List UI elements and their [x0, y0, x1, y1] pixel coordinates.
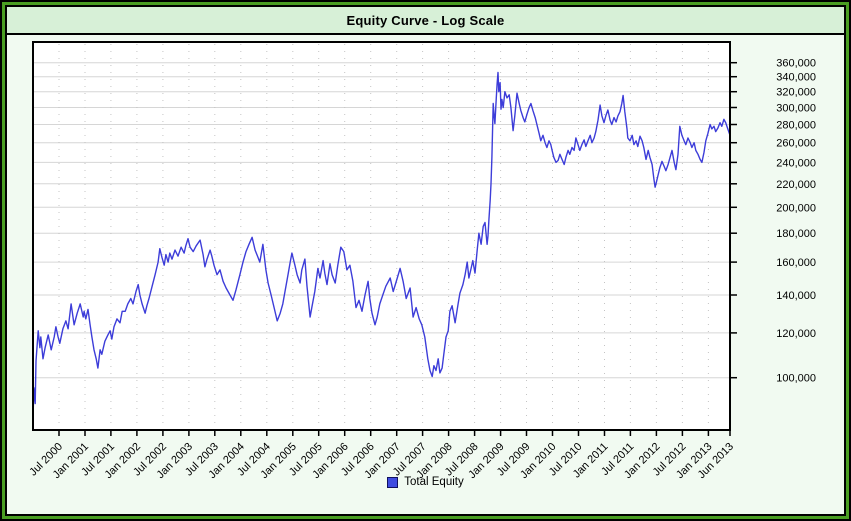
chart-title: Equity Curve - Log Scale	[346, 12, 505, 28]
plot-border	[32, 41, 731, 431]
y-axis-tick-label: 280,000	[776, 120, 816, 132]
y-axis-tick-label: 120,000	[776, 328, 816, 340]
y-axis-tick-label: 140,000	[776, 290, 816, 302]
y-axis-tick-label: 300,000	[776, 103, 816, 115]
y-axis-tick-label: 240,000	[776, 157, 816, 169]
legend-label: Total Equity	[404, 476, 464, 488]
y-axis-tick-label: 340,000	[776, 72, 816, 84]
horizontal-gridlines	[34, 62, 729, 379]
y-axis-tick-label: 160,000	[776, 257, 816, 269]
y-axis-tick-label: 360,000	[776, 58, 816, 70]
y-axis-tick-label: 180,000	[776, 228, 816, 240]
chart-title-bar: Equity Curve - Log Scale	[7, 7, 844, 35]
equity-curve-plot: 100,000 120,000 140,000 160,000 180,000 200,0…	[27, 41, 816, 481]
legend: Total Equity	[7, 476, 844, 488]
y-axis-tick-label: 100,000	[776, 373, 816, 385]
window-inner-frame: Equity Curve - Log Scale 100,000 120,000 1…	[5, 5, 846, 516]
total-equity-line	[32, 71, 731, 418]
plot-background	[33, 42, 730, 430]
y-axis: 100,000 120,000 140,000 160,000 180,000 200,0…	[731, 58, 816, 385]
legend-swatch-total-equity	[387, 476, 399, 488]
y-axis-tick-label: 220,000	[776, 179, 816, 191]
chart-content: 100,000 120,000 140,000 160,000 180,000 200,0…	[7, 35, 844, 514]
y-axis-tick-label: 200,000	[776, 202, 816, 214]
y-axis-tick-label: 320,000	[776, 87, 816, 99]
y-axis-tick-label: 260,000	[776, 138, 816, 150]
